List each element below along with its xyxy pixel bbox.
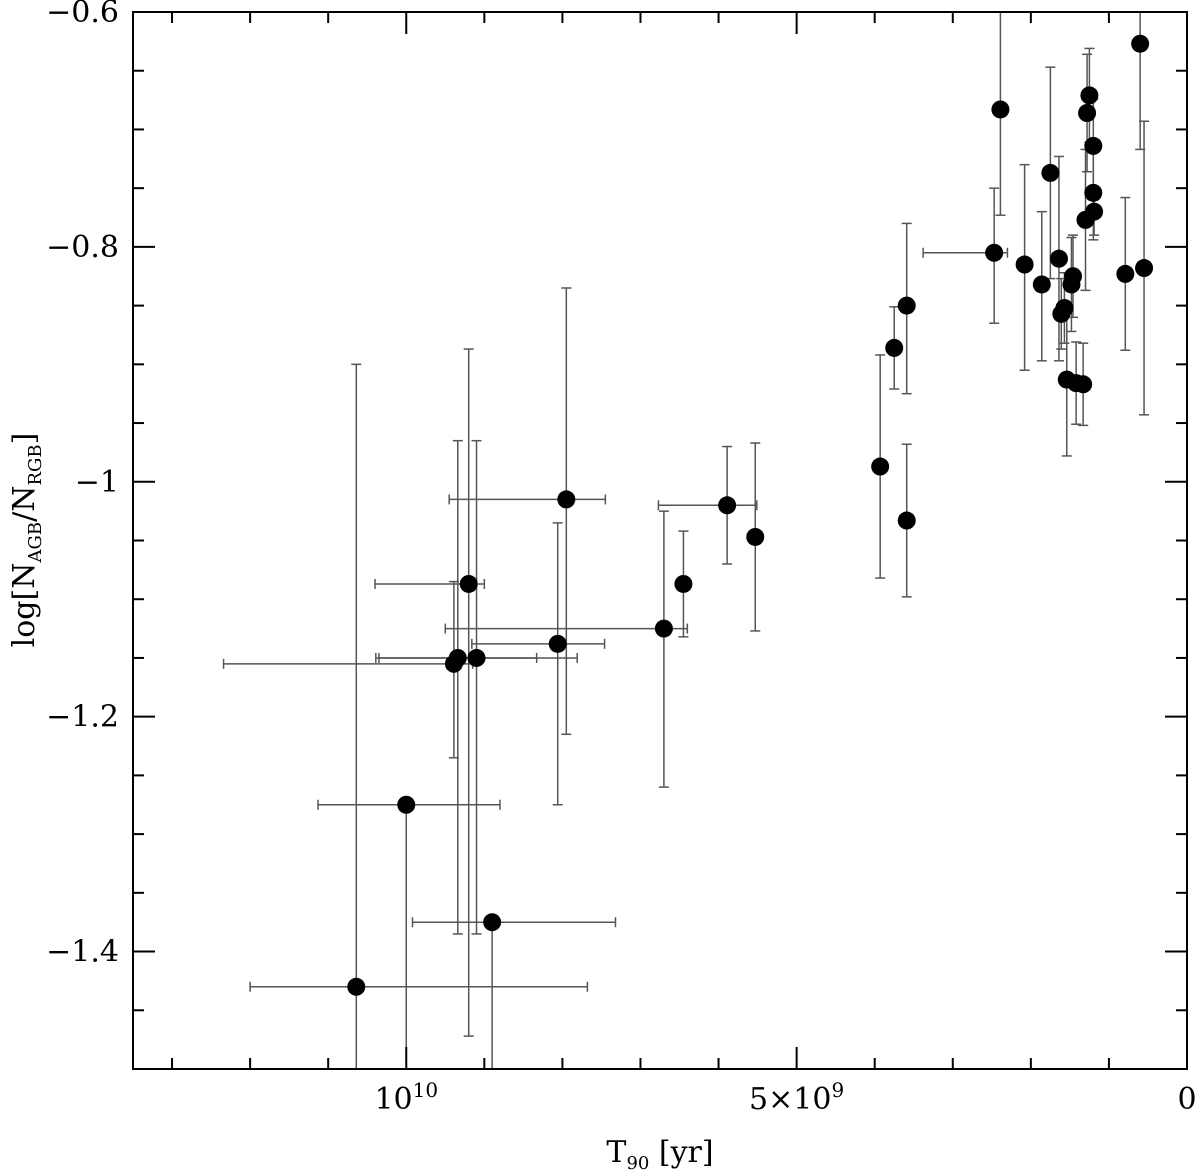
y-tick-label: −1.2 xyxy=(46,700,119,735)
data-point xyxy=(1080,86,1099,105)
data-point xyxy=(483,913,502,932)
data-point xyxy=(397,795,416,814)
data-point xyxy=(1078,104,1097,123)
y-axis-title-suffix: ] xyxy=(7,433,42,445)
data-point xyxy=(1074,375,1093,394)
data-point xyxy=(674,574,693,593)
y-axis-title-mid: /N xyxy=(7,486,42,522)
data-point xyxy=(1085,202,1104,221)
data-point xyxy=(1084,183,1103,202)
x-axis-title-unit: [yr] xyxy=(649,1135,713,1170)
x-axis-title: T90 [yr] xyxy=(606,1135,713,1174)
data-points xyxy=(347,34,1154,996)
data-point xyxy=(985,243,1004,262)
data-point xyxy=(557,490,576,509)
data-point xyxy=(871,457,890,476)
data-point xyxy=(1131,34,1150,53)
plot-frame xyxy=(132,11,1188,1070)
data-point xyxy=(991,100,1010,119)
data-point xyxy=(548,634,567,653)
data-point xyxy=(1041,163,1060,182)
tick-labels: −0.6 −0.8 −1 −1.2 −1.4 1010 5×109 0 xyxy=(46,0,1196,1117)
data-point xyxy=(459,574,478,593)
data-point xyxy=(1015,255,1034,274)
axis-ticks xyxy=(133,11,1188,1070)
data-point xyxy=(1135,259,1154,278)
data-point xyxy=(1049,249,1068,268)
data-point xyxy=(1116,264,1135,283)
data-point xyxy=(897,511,916,530)
data-point xyxy=(897,296,916,315)
x-axis-title-main: T xyxy=(606,1135,626,1170)
x-axis-title-sub: 90 xyxy=(626,1153,649,1174)
data-point xyxy=(1055,298,1074,317)
y-tick-label: −1 xyxy=(75,465,119,500)
y-axis-title-sub2: RGB xyxy=(25,444,46,485)
data-point xyxy=(1064,267,1083,286)
data-point xyxy=(448,648,467,667)
data-point xyxy=(746,527,765,546)
x-tick-label: 0 xyxy=(1177,1082,1196,1117)
x-tick-label: 5×109 xyxy=(749,1078,844,1117)
y-tick-label: −0.8 xyxy=(46,230,119,265)
data-point xyxy=(654,619,673,638)
data-point xyxy=(347,977,366,996)
y-axis-title-prefix: log[N xyxy=(7,563,42,648)
data-point xyxy=(718,496,737,515)
error-bars xyxy=(222,12,1150,1069)
y-axis-title: log[NAGB/NRGB] xyxy=(7,433,46,648)
data-point xyxy=(467,648,486,667)
data-point xyxy=(1032,275,1051,294)
y-tick-label: −0.6 xyxy=(46,0,119,30)
y-tick-label: −1.4 xyxy=(46,935,119,970)
y-axis-title-sub1: AGB xyxy=(25,522,46,564)
x-tick-label: 1010 xyxy=(374,1078,438,1117)
data-point xyxy=(885,338,904,357)
data-point xyxy=(1084,136,1103,155)
